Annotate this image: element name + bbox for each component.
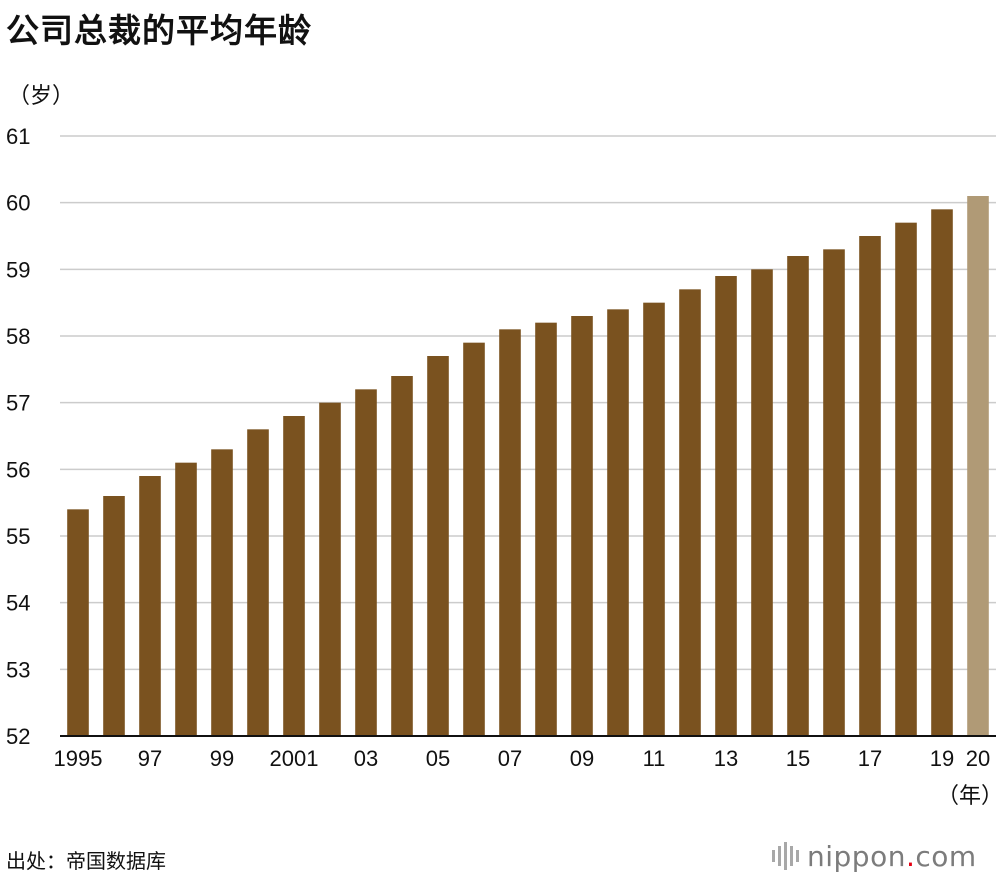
y-tick-label: 61 xyxy=(6,124,30,149)
x-tick-label: 07 xyxy=(498,746,522,771)
bar-2006 xyxy=(463,342,485,736)
nippon-logo: nippon.com xyxy=(772,838,977,874)
y-tick-label: 54 xyxy=(6,591,30,616)
y-tick-label: 52 xyxy=(6,724,30,749)
bar-2004 xyxy=(391,376,413,736)
bar-chart: 52 53 54 55 56 57 58 59 60 61 1995 97 99 2001 03 05 07 09… xyxy=(6,124,996,771)
x-tick-label: 05 xyxy=(426,746,450,771)
x-axis-unit: （年） xyxy=(937,784,1000,809)
bar-2020 xyxy=(967,196,989,736)
y-tick-label: 55 xyxy=(6,524,30,549)
bar-2012 xyxy=(679,289,701,736)
x-tick-label: 15 xyxy=(786,746,810,771)
x-tick-label: 09 xyxy=(570,746,594,771)
y-tick-label: 56 xyxy=(6,457,30,482)
chart-title: 公司总裁的平均年龄 xyxy=(6,11,312,50)
bar-2001 xyxy=(283,416,305,736)
bar-2009 xyxy=(571,316,593,736)
bar-2003 xyxy=(355,389,377,736)
bar-2019 xyxy=(931,209,953,737)
bar-1999 xyxy=(211,449,233,736)
y-tick-label: 57 xyxy=(6,391,30,416)
y-tick-label: 53 xyxy=(6,657,30,682)
bar-2010 xyxy=(607,309,629,736)
bar-2011 xyxy=(643,302,665,736)
y-tick-label: 59 xyxy=(6,257,30,282)
bar-2015 xyxy=(787,256,809,736)
bar-1998 xyxy=(175,462,197,736)
bar-2016 xyxy=(823,249,845,737)
bar-2005 xyxy=(427,356,449,736)
x-tick-label: 97 xyxy=(138,746,162,771)
bar-2002 xyxy=(319,402,341,736)
x-tick-label: 13 xyxy=(714,746,738,771)
bar-2018 xyxy=(895,222,917,736)
x-tick-label: 19 xyxy=(930,746,954,771)
bar-1996 xyxy=(103,496,125,736)
logo-text: nippon.com xyxy=(807,839,977,873)
x-tick-label: 17 xyxy=(858,746,882,771)
y-tick-label: 60 xyxy=(6,191,30,216)
bar-2017 xyxy=(859,236,881,736)
bar-1995 xyxy=(67,509,89,736)
y-tick-label: 58 xyxy=(6,324,30,349)
bar-2008 xyxy=(535,322,557,736)
x-tick-label: 20 xyxy=(966,746,990,771)
source-note: 出处：帝国数据库 xyxy=(6,849,166,873)
x-tick-label: 99 xyxy=(210,746,234,771)
x-tick-label: 2001 xyxy=(270,746,319,771)
bar-2014 xyxy=(751,269,773,736)
bar-2000 xyxy=(247,429,269,736)
logo-bars-icon xyxy=(772,842,799,870)
x-tick-label: 11 xyxy=(643,746,666,771)
x-tick-label: 1995 xyxy=(54,746,103,771)
y-axis-unit: （岁） xyxy=(8,84,75,109)
bar-2007 xyxy=(499,329,521,736)
bar-2013 xyxy=(715,276,737,736)
x-tick-label: 03 xyxy=(354,746,378,771)
bar-1997 xyxy=(139,476,161,736)
